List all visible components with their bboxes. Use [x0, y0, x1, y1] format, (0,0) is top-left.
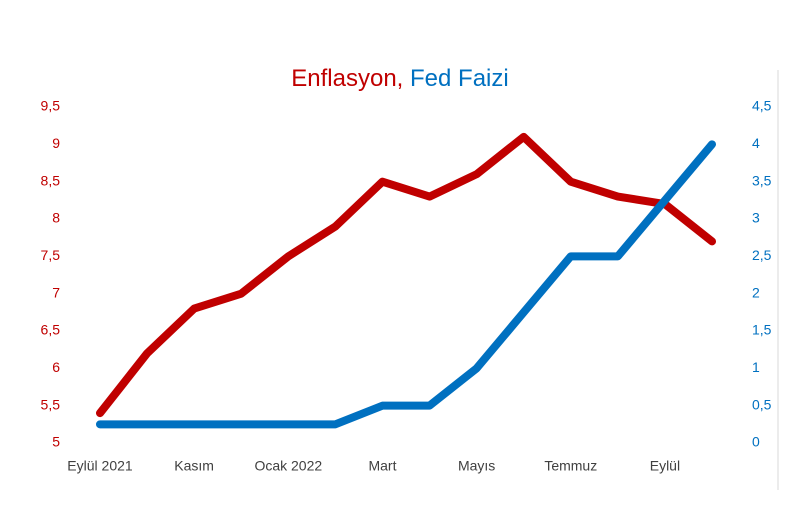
- y-tick-label: 6: [52, 359, 60, 375]
- y-tick-label: 1,5: [752, 322, 772, 338]
- y-tick-label: 4: [752, 135, 760, 151]
- y-tick-label: 0,5: [752, 396, 772, 412]
- y-tick-label: 7,5: [41, 247, 61, 263]
- x-tick-label: Kasım: [174, 458, 214, 474]
- y-tick-label: 2: [752, 284, 760, 300]
- y-tick-label: 8: [52, 210, 60, 226]
- title-part: Fed Faizi: [410, 65, 509, 92]
- x-tick-label: Ocak 2022: [254, 458, 322, 474]
- x-tick-label: Mart: [368, 458, 396, 474]
- series-line: [96, 132, 716, 418]
- y-tick-label: 0: [752, 434, 760, 450]
- y-tick-label: 4,5: [752, 98, 772, 114]
- y-tick-label: 2,5: [752, 247, 772, 263]
- y-tick-label: 9: [52, 135, 60, 151]
- y-tick-label: 3: [752, 210, 760, 226]
- x-tick-label: Eylül: [650, 458, 680, 474]
- y-tick-label: 3,5: [752, 172, 772, 188]
- x-tick-label: Mayıs: [458, 458, 495, 474]
- chart-title: Enflasyon, Fed Faizi: [291, 65, 508, 92]
- y-tick-label: 5,5: [41, 396, 61, 412]
- title-separator: ,: [397, 65, 404, 92]
- x-tick-label: Temmuz: [544, 458, 597, 474]
- title-part: Enflasyon: [291, 65, 396, 92]
- y-tick-label: 5: [52, 434, 60, 450]
- series-line: [96, 140, 716, 429]
- y-tick-label: 7: [52, 284, 60, 300]
- x-tick-label: Eylül 2021: [67, 458, 133, 474]
- y-tick-label: 6,5: [41, 322, 61, 338]
- y-tick-label: 9,5: [41, 98, 61, 114]
- y-tick-label: 8,5: [41, 172, 61, 188]
- y-tick-label: 1: [752, 359, 760, 375]
